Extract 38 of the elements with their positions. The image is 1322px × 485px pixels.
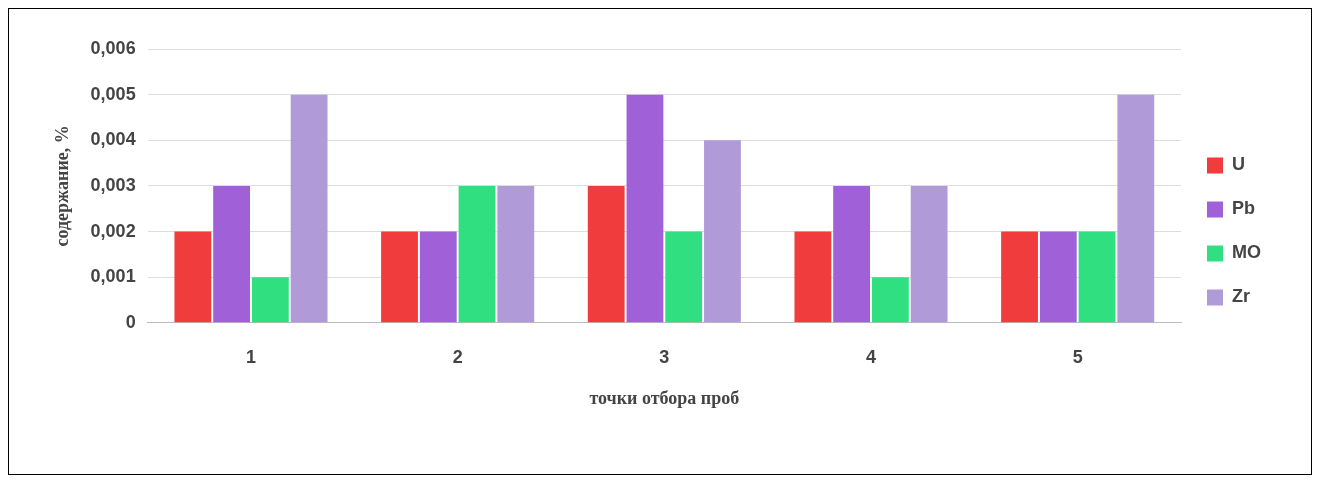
y-tick-label: 0,001 bbox=[90, 266, 136, 287]
bar bbox=[1039, 231, 1077, 323]
bar bbox=[213, 185, 251, 323]
bar bbox=[458, 185, 496, 323]
bar bbox=[1117, 94, 1155, 323]
legend-label: Zr bbox=[1232, 286, 1250, 307]
bar bbox=[704, 140, 741, 323]
x-axis-title: точки отбора проб bbox=[589, 387, 740, 408]
bar bbox=[665, 231, 703, 323]
y-tick-label: 0,004 bbox=[90, 129, 136, 150]
bar bbox=[1078, 231, 1116, 323]
bar bbox=[497, 185, 535, 323]
bar bbox=[251, 277, 289, 323]
legend-label: Pb bbox=[1232, 198, 1256, 219]
bar bbox=[626, 94, 664, 323]
bar bbox=[1001, 231, 1038, 323]
bar bbox=[419, 231, 457, 323]
x-tick-label: 3 bbox=[659, 346, 670, 367]
y-tick-label: 0,002 bbox=[90, 220, 136, 241]
x-tick-label: 1 bbox=[245, 346, 256, 367]
bar bbox=[290, 94, 328, 323]
bar bbox=[174, 231, 212, 323]
bar bbox=[833, 185, 871, 323]
y-tick-label: 0,006 bbox=[90, 37, 136, 58]
bar bbox=[910, 185, 948, 323]
x-tick-label: 2 bbox=[452, 346, 463, 367]
y-tick-label: 0 bbox=[125, 311, 136, 332]
bar bbox=[381, 231, 418, 323]
legend-label: MO bbox=[1232, 242, 1261, 263]
y-tick-label: 0,005 bbox=[90, 83, 136, 104]
x-tick-label: 5 bbox=[1072, 346, 1083, 367]
bar bbox=[587, 185, 625, 323]
x-tick-label: 4 bbox=[865, 346, 876, 367]
legend-label: U bbox=[1232, 154, 1245, 175]
bar bbox=[794, 231, 832, 323]
y-axis-title: содержание, % bbox=[52, 125, 73, 247]
bar bbox=[871, 277, 909, 323]
y-tick-label: 0,003 bbox=[90, 174, 136, 195]
